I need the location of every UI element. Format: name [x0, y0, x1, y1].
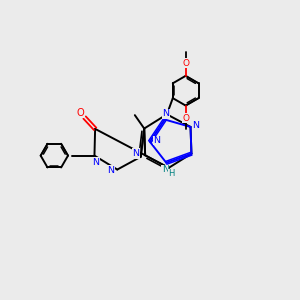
Text: N: N	[154, 136, 160, 145]
Text: N: N	[162, 165, 169, 174]
Text: N: N	[107, 166, 114, 175]
Text: N: N	[92, 158, 99, 167]
Text: O: O	[182, 114, 189, 123]
Text: O: O	[76, 108, 84, 118]
Text: N: N	[133, 149, 140, 158]
Text: O: O	[182, 59, 189, 68]
Text: N: N	[163, 109, 170, 118]
Text: N: N	[192, 121, 200, 130]
Text: N: N	[133, 149, 140, 158]
Text: H: H	[169, 169, 175, 178]
